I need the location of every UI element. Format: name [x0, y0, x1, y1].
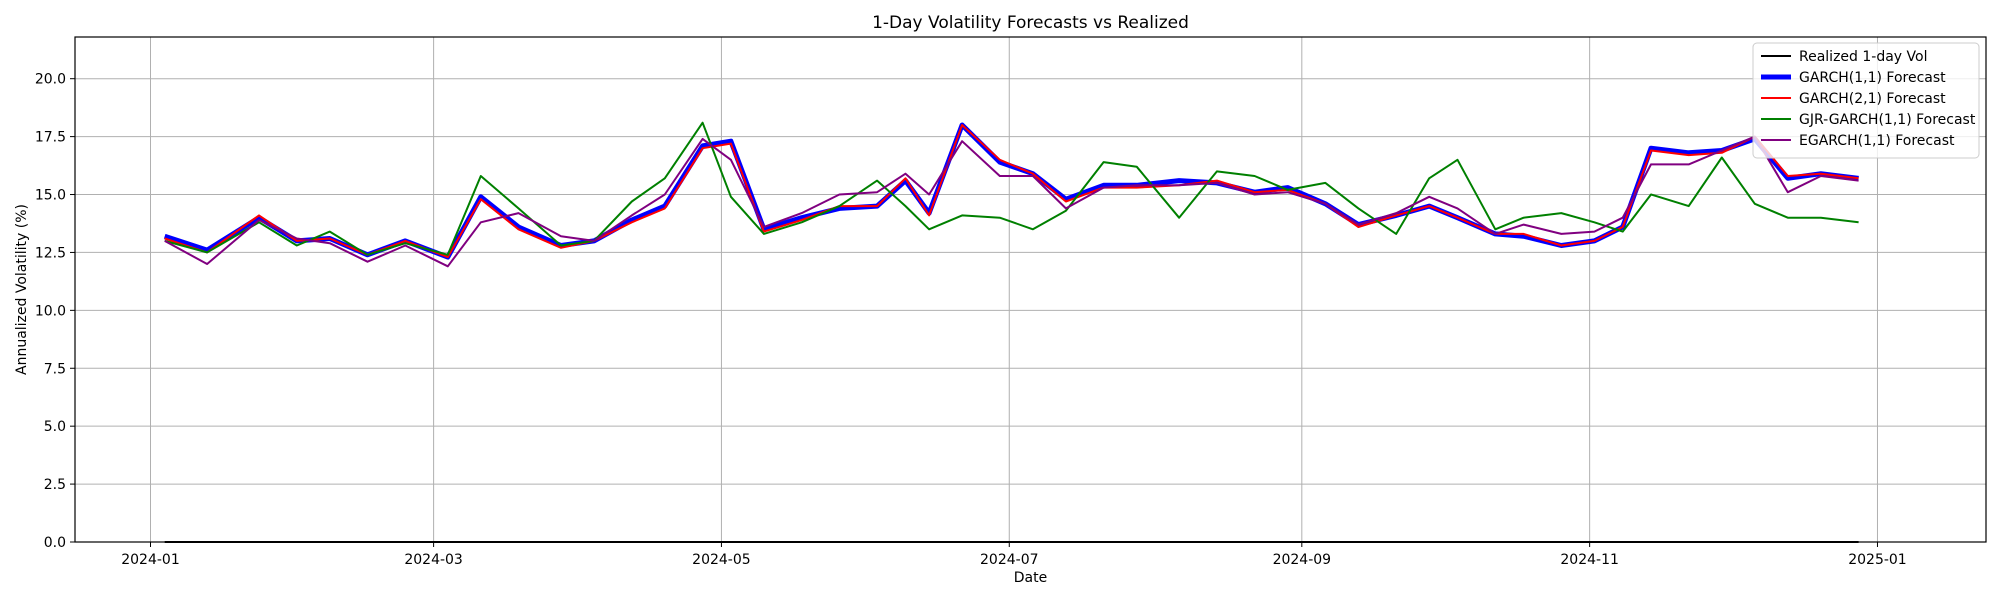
- y-tick-label: 7.5: [44, 361, 66, 377]
- x-tick-label: 2025-01: [1848, 552, 1907, 568]
- x-axis-label: Date: [1014, 570, 1047, 586]
- y-tick-label: 12.5: [35, 245, 66, 261]
- chart-title: 1-Day Volatility Forecasts vs Realized: [872, 13, 1189, 33]
- legend-label-4: EGARCH(1,1) Forecast: [1799, 133, 1955, 149]
- legend-label-0: Realized 1-day Vol: [1799, 49, 1927, 65]
- y-tick-label: 5.0: [44, 419, 66, 435]
- x-tick-label: 2024-09: [1273, 552, 1332, 568]
- x-tick-label: 2024-11: [1560, 552, 1619, 568]
- series-line-2: [164, 124, 1859, 259]
- plot-frame: [74, 36, 1987, 543]
- legend: Realized 1-day Vol GARCH(1,1) Forecast GAR…: [1752, 42, 1980, 159]
- x-tick-label: 2024-05: [692, 552, 751, 568]
- y-tick-label: 20.0: [35, 72, 66, 88]
- legend-label-1: GARCH(1,1) Forecast: [1799, 70, 1946, 86]
- y-tick-label: 17.5: [35, 130, 66, 146]
- axis-ticks: 2024-01 2024-03 2024-05 2024-07 2024-09 2024-…: [35, 72, 1907, 568]
- y-axis-label: Annualized Volatility (%): [14, 204, 30, 375]
- legend-label-2: GARCH(2,1) Forecast: [1799, 91, 1946, 107]
- x-tick-label: 2024-07: [980, 552, 1039, 568]
- y-tick-label: 15.0: [35, 188, 66, 204]
- y-tick-label: 0.0: [44, 535, 66, 551]
- legend-label-3: GJR-GARCH(1,1) Forecast: [1799, 112, 1976, 128]
- y-tick-label: 2.5: [44, 477, 66, 493]
- series-line-3: [164, 121, 1859, 256]
- x-tick-label: 2024-01: [121, 552, 180, 568]
- grid: [75, 37, 1986, 543]
- x-tick-label: 2024-03: [404, 552, 463, 568]
- y-tick-label: 10.0: [35, 303, 66, 319]
- series-line-4: [164, 135, 1859, 268]
- legend-box: [1752, 42, 1980, 159]
